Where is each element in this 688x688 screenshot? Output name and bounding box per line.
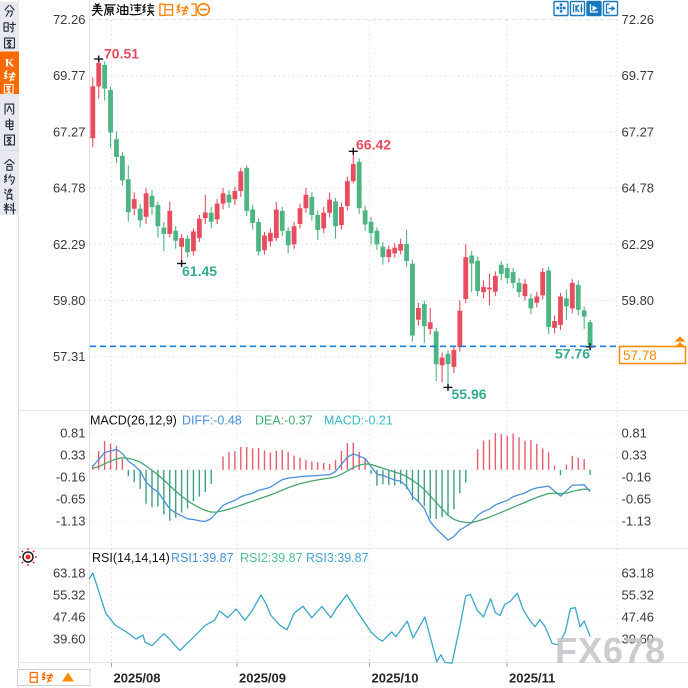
svg-text:RSI1:39.87: RSI1:39.87 <box>171 551 234 565</box>
svg-text:63.18: 63.18 <box>53 566 86 581</box>
svg-text:67.27: 67.27 <box>622 124 655 139</box>
svg-text:47.46: 47.46 <box>53 610 86 625</box>
svg-text:RSI2:39.87: RSI2:39.87 <box>240 551 303 565</box>
svg-text:72.26: 72.26 <box>53 12 86 27</box>
svg-text:MACD(26,12,9): MACD(26,12,9) <box>90 414 177 428</box>
svg-text:59.80: 59.80 <box>622 293 655 308</box>
svg-text:-0.65: -0.65 <box>56 492 86 507</box>
svg-text:55.32: 55.32 <box>53 588 86 603</box>
svg-text:59.80: 59.80 <box>53 293 86 308</box>
svg-text:64.78: 64.78 <box>53 181 86 196</box>
svg-text:55.96: 55.96 <box>452 386 487 402</box>
svg-text:0.33: 0.33 <box>60 448 85 463</box>
svg-text:66.42: 66.42 <box>356 137 391 153</box>
svg-text:63.18: 63.18 <box>622 566 655 581</box>
svg-text:67.27: 67.27 <box>53 124 86 139</box>
svg-text:72.26: 72.26 <box>622 12 655 27</box>
svg-text:61.45: 61.45 <box>182 263 217 279</box>
svg-text:FX678: FX678 <box>555 630 666 671</box>
svg-text:2025/11: 2025/11 <box>509 671 555 686</box>
svg-text:0.81: 0.81 <box>60 426 85 441</box>
svg-text:69.77: 69.77 <box>53 68 86 83</box>
svg-text:DEA:-0.37: DEA:-0.37 <box>255 414 313 428</box>
svg-text:57.31: 57.31 <box>53 349 86 364</box>
svg-text:-0.16: -0.16 <box>622 470 652 485</box>
svg-text:2025/09: 2025/09 <box>239 671 286 686</box>
svg-text:MACD:-0.21: MACD:-0.21 <box>324 414 393 428</box>
svg-text:69.77: 69.77 <box>622 68 655 83</box>
svg-text:-1.13: -1.13 <box>622 514 652 529</box>
svg-text:64.78: 64.78 <box>622 181 655 196</box>
svg-text:0.33: 0.33 <box>622 448 647 463</box>
svg-text:0.81: 0.81 <box>622 426 647 441</box>
svg-text:-1.13: -1.13 <box>56 514 86 529</box>
svg-text:DIFF:-0.48: DIFF:-0.48 <box>182 414 242 428</box>
svg-text:57.76: 57.76 <box>555 346 590 362</box>
svg-text:57.78: 57.78 <box>623 348 657 363</box>
svg-text:RSI3:39.87: RSI3:39.87 <box>306 551 369 565</box>
svg-text:47.46: 47.46 <box>622 610 655 625</box>
svg-text:-0.65: -0.65 <box>622 492 652 507</box>
svg-text:55.32: 55.32 <box>622 588 655 603</box>
svg-text:39.60: 39.60 <box>622 632 655 647</box>
svg-text:70.51: 70.51 <box>104 46 139 62</box>
svg-text:2025/08: 2025/08 <box>114 671 161 686</box>
svg-text:2025/10: 2025/10 <box>372 671 419 686</box>
svg-text:39.60: 39.60 <box>53 632 86 647</box>
svg-text:RSI(14,14,14): RSI(14,14,14) <box>92 551 170 565</box>
svg-text:K: K <box>5 56 15 70</box>
svg-text:62.29: 62.29 <box>622 237 655 252</box>
svg-text:-0.16: -0.16 <box>56 470 86 485</box>
svg-text:62.29: 62.29 <box>53 237 86 252</box>
